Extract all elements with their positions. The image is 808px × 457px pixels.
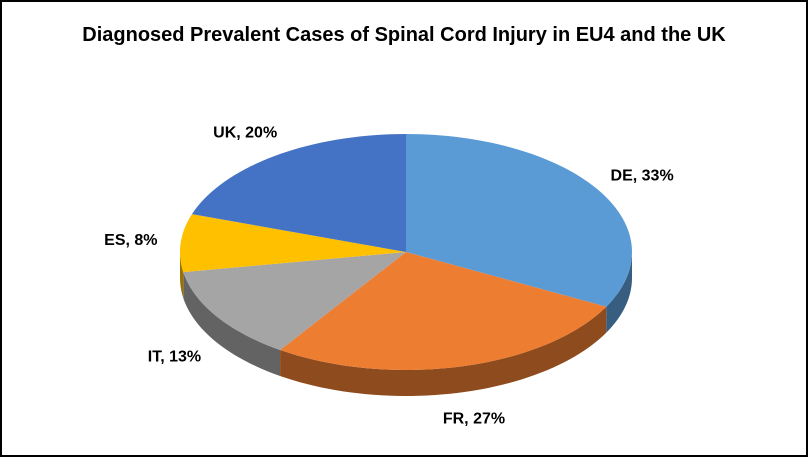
data-label: UK, 20%	[213, 125, 277, 142]
slice	[180, 214, 406, 273]
data-label: DE, 33%	[611, 168, 674, 185]
slice-side	[183, 272, 281, 376]
slice-side	[606, 252, 632, 333]
slice	[280, 252, 607, 370]
slice	[191, 134, 406, 252]
slice	[406, 134, 632, 307]
data-label: ES, 8%	[104, 232, 157, 249]
slice-side	[180, 252, 184, 299]
chart-title: Diagnosed Prevalent Cases of Spinal Cord…	[82, 24, 726, 46]
data-label: IT, 13%	[148, 349, 201, 366]
data-label: FR, 27%	[443, 411, 505, 428]
slice-side	[280, 306, 607, 396]
slice	[183, 252, 406, 350]
